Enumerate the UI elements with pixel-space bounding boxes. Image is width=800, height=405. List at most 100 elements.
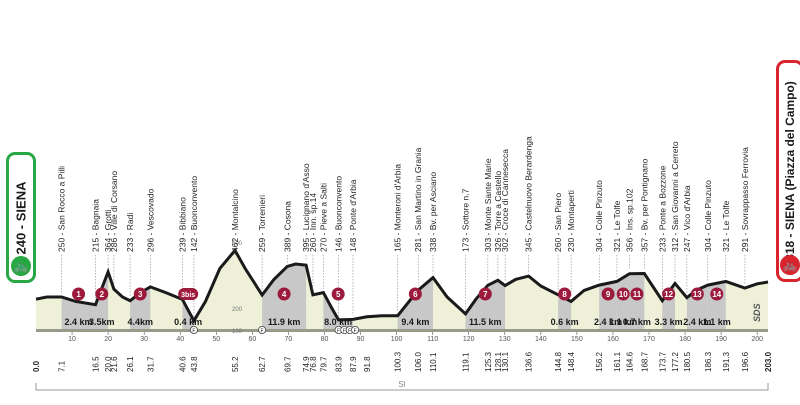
sector-badge [133, 287, 147, 301]
cumulative-km-label: 91.8 [363, 356, 372, 372]
feed-zone-letter: F [354, 329, 357, 335]
cumulative-km-label: 69.7 [283, 356, 292, 372]
sector-badge [601, 287, 615, 301]
terrain-area [36, 250, 768, 330]
axis-tick-label: 50 [212, 336, 220, 343]
waypoint-label: 303 - Monte Sante Marie [483, 158, 493, 252]
cumulative-km-label: 31.7 [146, 356, 155, 372]
feed-zone-letter: F [261, 329, 264, 335]
waypoint-label: 389 - Cosona [282, 201, 292, 252]
sector-badge [690, 287, 704, 301]
feed-zone-letter: F [343, 329, 346, 335]
cumulative-km-label: 130.1 [501, 351, 510, 372]
cumulative-km-label: 100.3 [394, 351, 403, 372]
waypoint-label: 270 - Pieve a Salti [318, 183, 328, 252]
cumulative-km-label: 26.1 [126, 356, 135, 372]
waypoint-label: 260 - Inn. sp.14 [308, 193, 318, 252]
axis-tick-label: 130 [499, 336, 511, 343]
axis-tick-label: 200 [751, 336, 763, 343]
waypoint-label: 173 - Sottore n.7 [460, 188, 470, 252]
sector-number: 12 [664, 290, 673, 299]
sector-number: 7 [483, 290, 488, 299]
axis-tick-label: 160 [607, 336, 619, 343]
feed-zone-marker [258, 325, 267, 334]
waypoint-label: 215 - Bagnaia [90, 199, 100, 252]
cumulative-km-label: 161.1 [613, 351, 622, 372]
organizer-logo: SDS [752, 303, 762, 322]
sector-badge [95, 287, 109, 301]
sector-number: 5 [336, 290, 341, 299]
finish-town-label: 318 - SIENA (Piazza del Campo) [783, 81, 797, 261]
sector-length: 1.1 km [609, 317, 637, 327]
axis-tick-label: 140 [535, 336, 547, 343]
sector-number: 9 [606, 290, 611, 299]
sector-number: 3bis [181, 292, 195, 299]
cumulative-km-label: 21.6 [110, 356, 119, 372]
axis-tick-label: 100 [391, 336, 403, 343]
cumulative-km-label: 76.8 [309, 356, 318, 372]
waypoint-label: 356 - Ins. sp.102 [625, 188, 635, 252]
sector-badge [558, 287, 572, 301]
axis-tick-label: 30 [140, 336, 148, 343]
sector-length: 2.4 km [594, 317, 622, 327]
sector-badge [478, 287, 492, 301]
waypoint-label: 230 - Montaperti [566, 190, 576, 252]
cumulative-km-label: 106.0 [414, 351, 423, 372]
cumulative-km-label: 136.6 [525, 351, 534, 372]
cumulative-km-label: 16.5 [91, 356, 100, 372]
axis-tick-label: 90 [357, 336, 365, 343]
gravel-sector-zone [397, 277, 433, 330]
gravel-sector-zone [629, 273, 645, 330]
sector-length: 0.4 km [174, 317, 202, 327]
sector-badge [630, 287, 644, 301]
sector-length: 11.9 km [268, 317, 301, 327]
waypoint-label: 165 - Monteroni d'Arbia [393, 164, 403, 252]
start-town-label: 240 - SIENA [13, 181, 29, 254]
sector-length: 11.5 km [469, 317, 502, 327]
start-town-marker: 240 - SIENA 🚲 [6, 152, 36, 283]
cumulative-km-label: 177.2 [671, 351, 680, 372]
cumulative-km-label: 173.7 [658, 351, 667, 372]
sector-badge [616, 287, 630, 301]
altitude-tick-label: 100 [232, 329, 243, 335]
cumulative-km-label: 62.7 [258, 356, 267, 372]
waypoint-label: 296 - Vescovado [145, 188, 155, 252]
sector-badge [662, 287, 676, 301]
gravel-sector-zone [61, 297, 96, 330]
waypoint-label: 142 - Buonconvento [189, 176, 199, 252]
axis-tick-label: 70 [285, 336, 293, 343]
waypoint-label: 302 - Croce di Cannesecca [500, 149, 510, 252]
km-baseline [36, 329, 768, 332]
finish-town-marker: 318 - SIENA (Piazza del Campo) 🚲 [776, 60, 800, 282]
sector-number: 4 [282, 290, 287, 299]
sector-length: 1.1 km [703, 317, 731, 327]
axis-tick-label: 110 [427, 336, 438, 343]
cumulative-km-label: 110.1 [429, 352, 438, 372]
gravel-sector-zone [616, 273, 630, 330]
cumulative-km-label: 83.9 [335, 356, 344, 372]
altitude-tick-label: 500 [232, 241, 243, 247]
cumulative-km-label: 148.4 [567, 351, 576, 372]
waypoint-label: 304 - Colle Pinzuto [594, 180, 604, 252]
cumulative-km-label: 125.3 [484, 351, 493, 372]
sector-length: 0.7 km [623, 317, 651, 327]
altitude-tick-label: 200 [232, 307, 243, 313]
feed-zone-letter: F [192, 329, 195, 335]
cyclist-icon: 🚲 [780, 255, 800, 275]
sector-badge [408, 287, 422, 301]
cumulative-km-label: 196.6 [741, 351, 750, 372]
sector-number: 1 [76, 290, 81, 299]
axis-tick-label: 170 [643, 336, 655, 343]
cumulative-km-label: 186.3 [704, 351, 713, 372]
axis-tick-label: 190 [715, 336, 727, 343]
waypoint-label: 260 - San Piero [553, 193, 563, 252]
axis-tick-label: 20 [104, 336, 112, 343]
waypoint-label: 281 - San Martino in Grania [413, 147, 423, 252]
waypoint-label: 462 - Montalcino [230, 189, 240, 252]
axis-tick-label: 180 [679, 336, 691, 343]
sector-badge [178, 288, 199, 300]
sector-length: 0.6 km [551, 317, 579, 327]
axis-tick-label: 80 [321, 336, 329, 343]
